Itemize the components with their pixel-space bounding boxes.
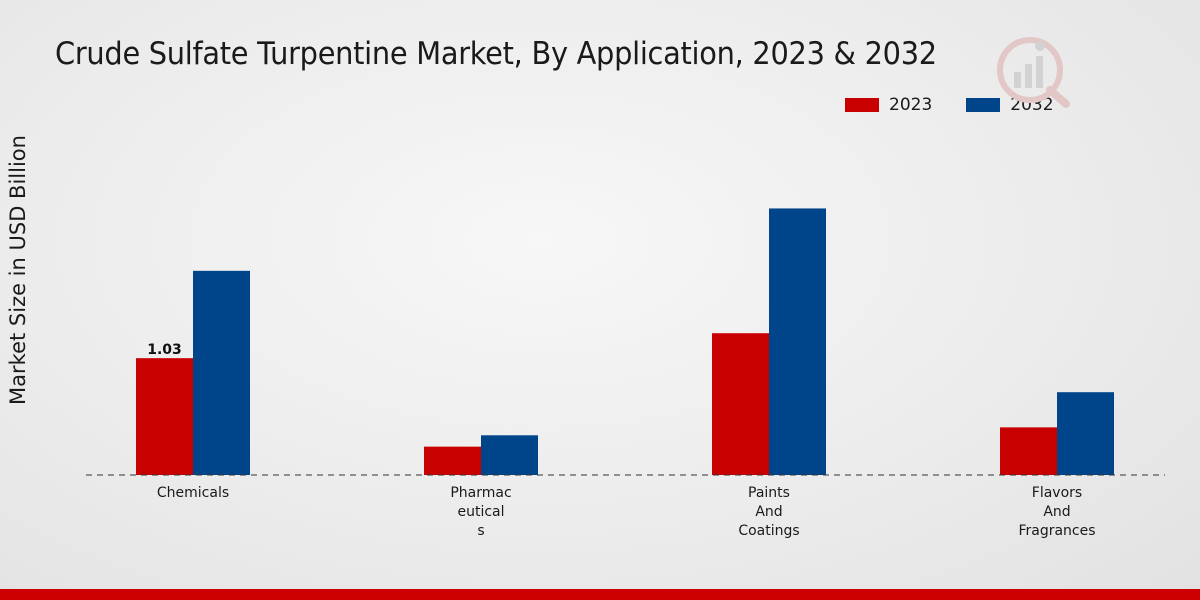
bars-group bbox=[136, 208, 1114, 475]
legend-item-2023: 2023 bbox=[845, 95, 932, 115]
x-tick-label: Pharmac eutical s bbox=[450, 485, 511, 539]
bar-2023-flavorsandfragrances bbox=[1000, 427, 1057, 475]
legend-label-2023: 2023 bbox=[889, 95, 933, 115]
chart-title: Crude Sulfate Turpentine Market, By Appl… bbox=[55, 36, 937, 72]
brand-logo-icon bbox=[997, 37, 1070, 108]
legend-swatch-2023 bbox=[845, 98, 879, 112]
bar-2032-chemicals bbox=[193, 270, 250, 475]
x-tick-label: Chemicals bbox=[157, 485, 229, 501]
data-label: 1.03 bbox=[147, 342, 182, 358]
bar-2032-paintsandcoatings bbox=[769, 208, 826, 475]
bar-2023-pharmaceuticals bbox=[424, 446, 481, 475]
footer-accent-bar bbox=[0, 589, 1200, 600]
bar-2023-chemicals bbox=[136, 358, 193, 475]
bar-2032-pharmaceuticals bbox=[481, 435, 538, 475]
bar-2032-flavorsandfragrances bbox=[1057, 392, 1114, 475]
bar-2023-paintsandcoatings bbox=[712, 333, 769, 475]
legend-swatch-2032 bbox=[966, 98, 1001, 112]
labels-group: Chemicals Pharmac eutical s Paints And Coating… bbox=[147, 342, 1095, 539]
x-tick-label: Paints And Coatings bbox=[738, 485, 799, 539]
x-tick-label: Flavors And Fragrances bbox=[1018, 485, 1095, 539]
